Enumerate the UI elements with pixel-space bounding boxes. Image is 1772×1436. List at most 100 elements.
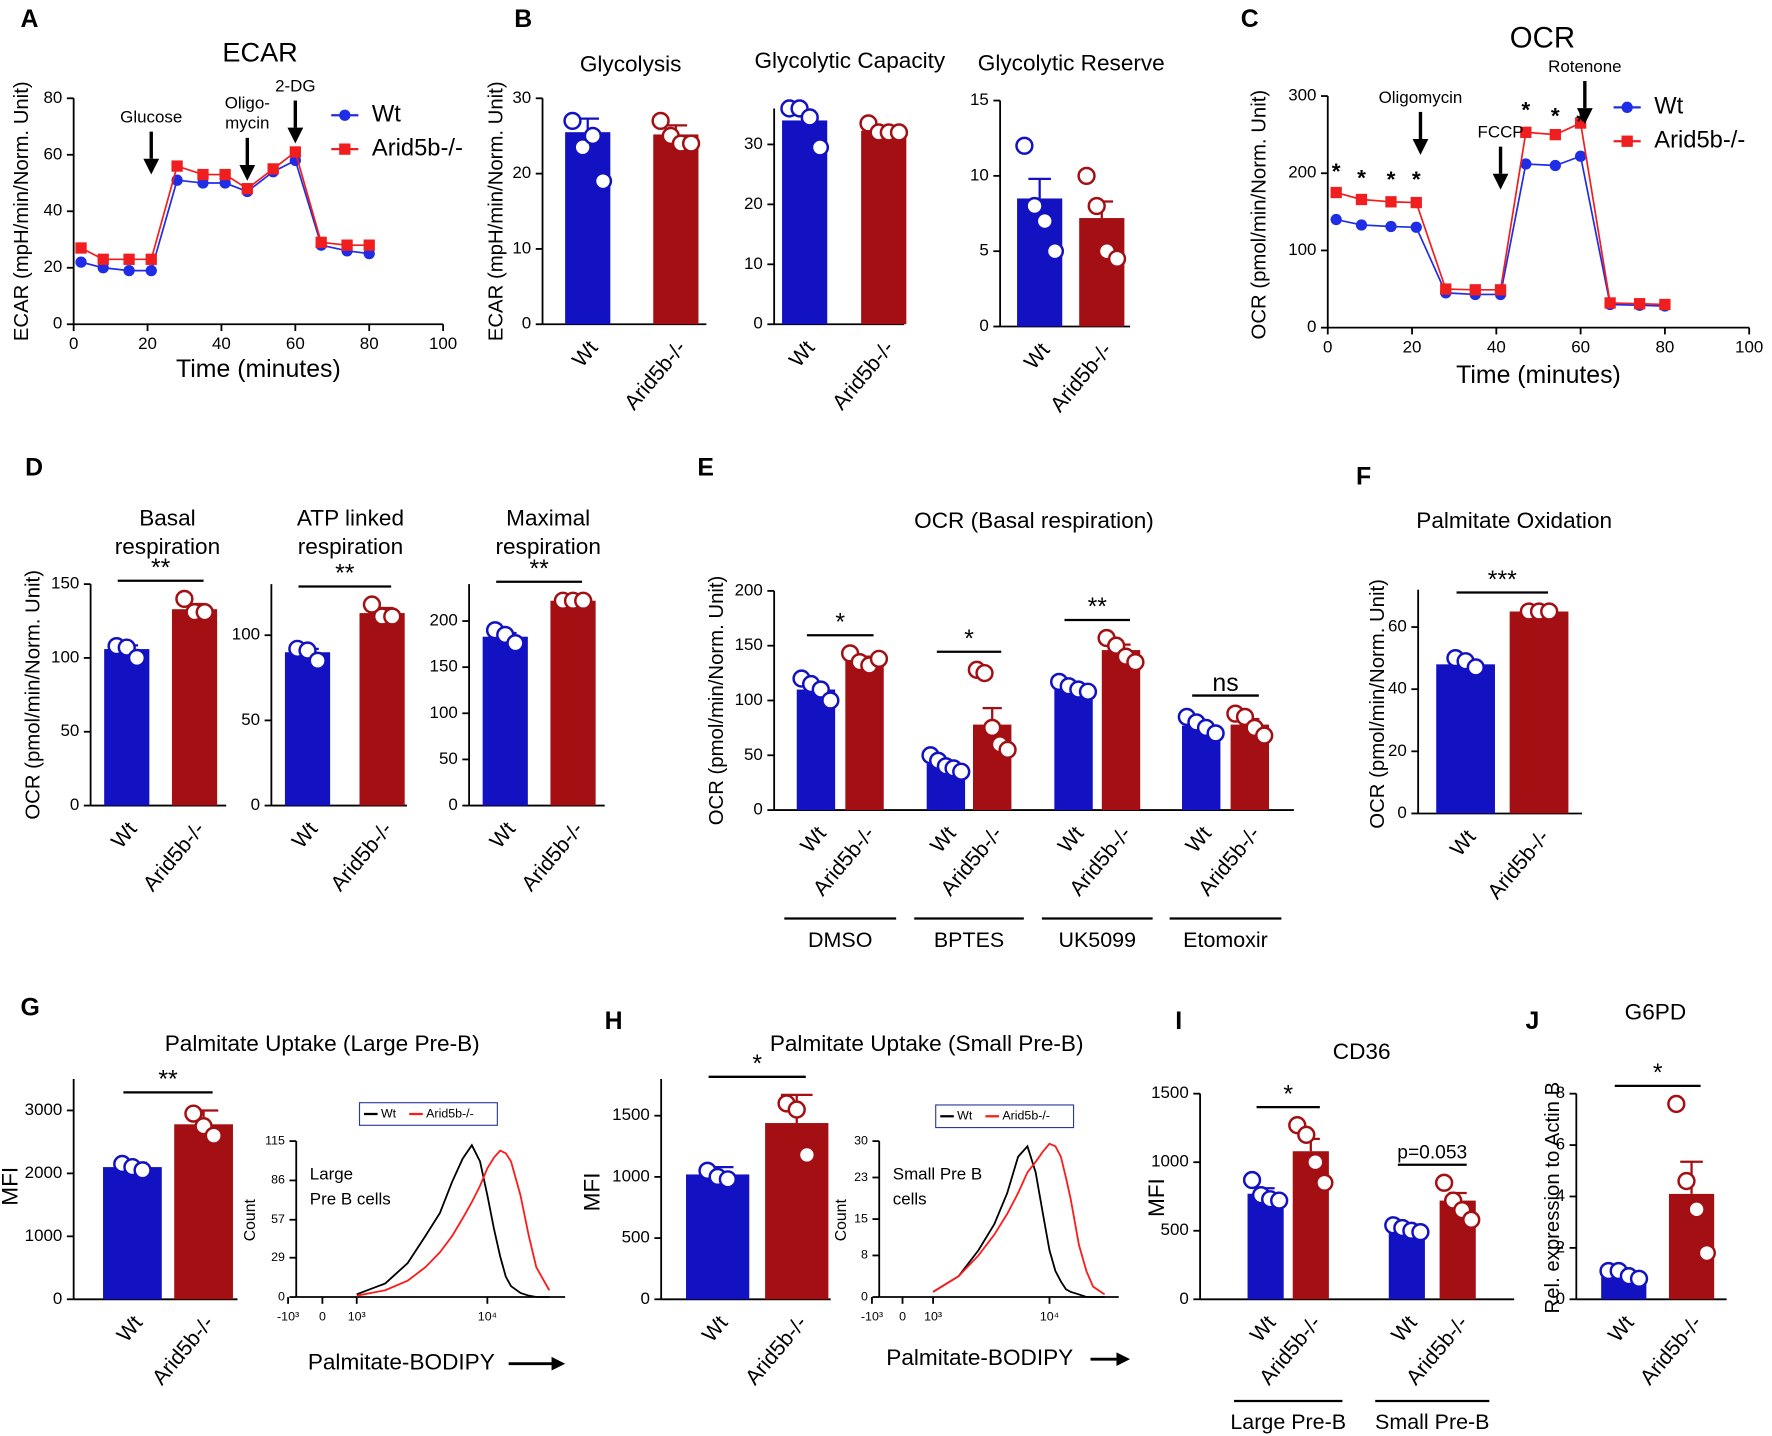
bar xyxy=(861,130,907,325)
significance-label: p=0.053 xyxy=(1397,1142,1467,1163)
plot-note: Large xyxy=(310,1164,353,1183)
y-tick-label: 0 xyxy=(753,800,762,819)
significance-label: * xyxy=(752,1051,762,1078)
data-point xyxy=(1126,652,1145,672)
legend-marker xyxy=(339,109,351,121)
marker xyxy=(75,256,87,268)
data-point xyxy=(821,691,840,710)
data-point xyxy=(184,1104,203,1123)
x-tick-label: Wt xyxy=(1445,825,1480,861)
y-tick-label: 57 xyxy=(271,1212,285,1226)
y-tick-label: 50 xyxy=(241,710,260,729)
group-label: Etomoxir xyxy=(1183,928,1268,952)
legend-label: Arid5b-/- xyxy=(426,1106,474,1120)
bar xyxy=(171,609,218,806)
y-tick-label: 0 xyxy=(1307,317,1316,336)
marker xyxy=(341,239,353,251)
annotation: * xyxy=(1412,167,1421,192)
y-tick-label: 0 xyxy=(753,314,762,333)
annotation: mycin xyxy=(225,114,269,133)
marker xyxy=(219,177,231,189)
y-tick-label: 100 xyxy=(1288,240,1316,259)
legend-label: Wt xyxy=(381,1106,397,1120)
y-tick-label: 0 xyxy=(640,1289,649,1308)
y-axis-label: MFI xyxy=(579,1173,604,1212)
y-tick-label: 100 xyxy=(735,690,763,709)
x-tick-label: 60 xyxy=(286,334,305,353)
bar xyxy=(765,1123,829,1300)
arrow-head xyxy=(1116,1352,1131,1366)
data-point xyxy=(1697,1243,1716,1263)
y-tick-label: 30 xyxy=(744,134,763,153)
bar xyxy=(1054,687,1093,811)
panel-label: F xyxy=(1356,463,1371,490)
panel-label: I xyxy=(1175,1008,1182,1035)
y-tick-label: 115 xyxy=(265,1133,285,1147)
y-tick-label: 150 xyxy=(735,635,763,654)
chart-title: G6PD xyxy=(1625,999,1686,1024)
marker xyxy=(1549,159,1561,172)
x-tick-label: 10³ xyxy=(924,1310,942,1324)
data-point xyxy=(1087,196,1106,216)
group-label: BPTES xyxy=(934,928,1004,952)
marker xyxy=(315,236,327,248)
x-tick-label: 40 xyxy=(212,334,231,353)
annotation: FCCP xyxy=(1477,123,1523,142)
y-tick-label: 0 xyxy=(251,795,260,814)
annotation: * xyxy=(1387,167,1396,192)
marker xyxy=(1469,284,1481,296)
bar xyxy=(796,689,836,811)
annotation: * xyxy=(1357,165,1366,190)
y-tick-label: 15 xyxy=(854,1211,868,1225)
bar xyxy=(1079,218,1125,327)
y-tick-label: 300 xyxy=(1288,86,1316,105)
y-tick-label: 40 xyxy=(44,201,63,220)
bar xyxy=(1509,611,1569,814)
y-tick-label: 0 xyxy=(979,316,988,335)
y-axis-label: Count xyxy=(833,1199,850,1242)
data-point xyxy=(1306,1153,1325,1172)
annotation-arrow-head xyxy=(143,158,160,175)
data-point xyxy=(1035,211,1054,231)
x-tick-label: Arid5b-/- xyxy=(620,336,691,414)
y-tick-label: 500 xyxy=(622,1228,650,1247)
significance-label: ** xyxy=(335,561,355,588)
y-axis-label: MFI xyxy=(0,1167,22,1206)
x-tick-label: 60 xyxy=(1571,337,1590,356)
bar xyxy=(104,649,150,806)
data-point xyxy=(1315,1173,1334,1192)
bar xyxy=(653,134,699,325)
panel-label: E xyxy=(697,454,714,481)
data-point xyxy=(983,718,1002,738)
x-tick-label: Wt xyxy=(1019,338,1054,374)
y-tick-label: 86 xyxy=(271,1173,285,1187)
x-tick-label: Arid5b-/- xyxy=(740,1311,811,1389)
data-point xyxy=(133,1161,152,1180)
y-tick-label: 100 xyxy=(232,625,260,644)
y-tick-label: 200 xyxy=(430,610,458,629)
x-tick-label: Wt xyxy=(1603,1311,1638,1347)
bar xyxy=(103,1167,162,1300)
y-tick-label: 200 xyxy=(1288,163,1316,182)
x-tick-label: 10⁴ xyxy=(1040,1310,1059,1324)
significance-label: ** xyxy=(151,555,171,582)
bar xyxy=(1247,1193,1284,1300)
x-tick-label: Arid5b-/- xyxy=(1045,338,1116,416)
legend-marker xyxy=(1621,101,1633,113)
legend-box xyxy=(935,1104,1075,1129)
bar xyxy=(174,1124,233,1300)
marker xyxy=(267,163,279,175)
annotation-arrow-head xyxy=(1412,139,1429,155)
bar xyxy=(1436,664,1495,814)
chart-title: Palmitate Uptake (Small Pre-B) xyxy=(770,1031,1084,1056)
group-label: Small Pre-B xyxy=(1375,1410,1489,1434)
bar xyxy=(686,1174,750,1300)
x-tick-label: Arid5b-/- xyxy=(517,817,588,895)
y-axis-label: MFI xyxy=(1144,1178,1169,1217)
y-tick-label: 10 xyxy=(512,238,531,257)
series-line xyxy=(356,1143,550,1298)
marker xyxy=(97,253,109,265)
bar xyxy=(359,613,405,806)
data-point xyxy=(563,111,582,131)
bar xyxy=(845,659,884,811)
